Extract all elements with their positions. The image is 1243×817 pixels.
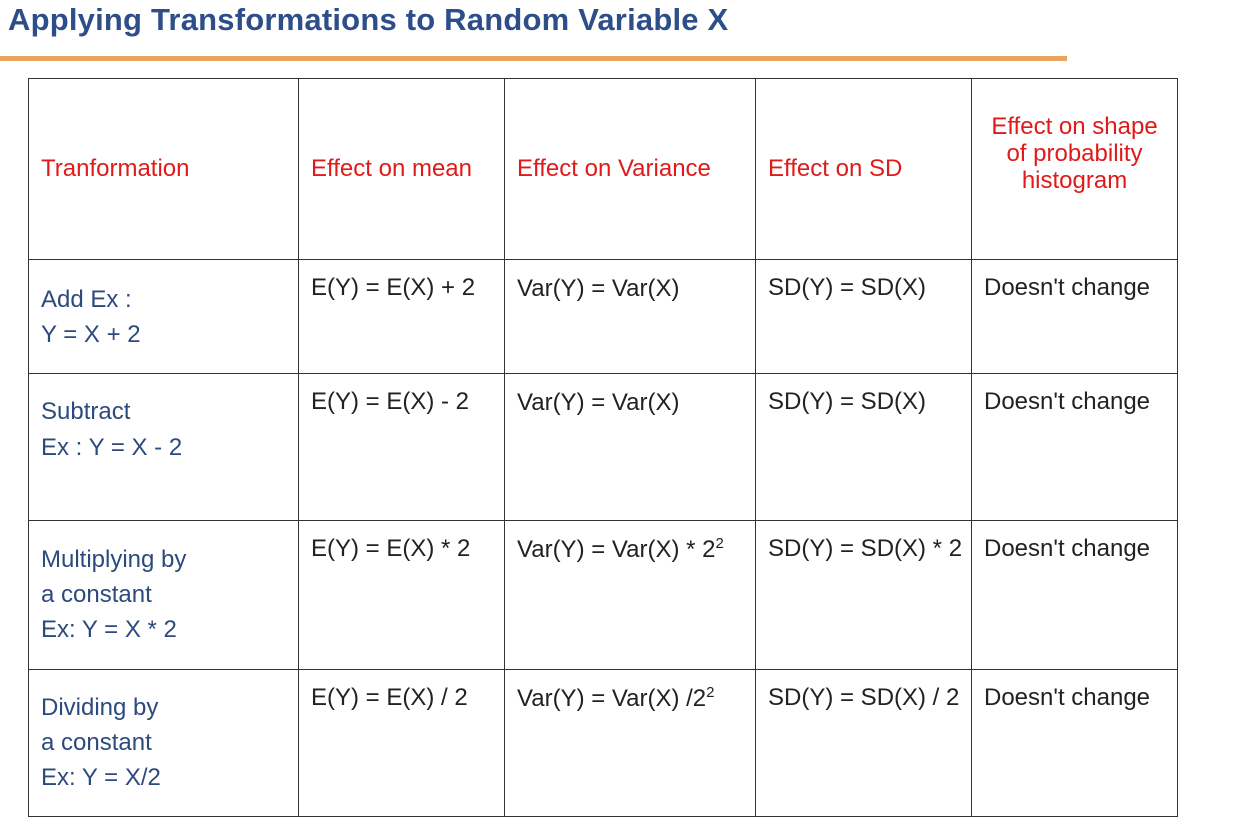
transformation-cell: Dividing by a constant Ex: Y = X/2 [28, 669, 299, 817]
transformation-cell: Add Ex : Y = X + 2 [28, 259, 299, 374]
transformation-label-line2: a constant [41, 729, 152, 756]
variance-cell: Var(Y) = Var(X) /22 [504, 669, 756, 817]
transformation-example: Ex: Y = X * 2 [41, 616, 177, 643]
transformation-label: Dividing by [41, 694, 159, 721]
variance-text: Var(Y) = Var(X) /2 [517, 685, 707, 712]
sd-cell: SD(Y) = SD(X) [755, 259, 972, 374]
transformation-example: Ex : Y = X - 2 [41, 434, 183, 461]
mean-cell: E(Y) = E(X) + 2 [298, 259, 505, 374]
variance-text: Var(Y) = Var(X) * 2 [517, 536, 716, 563]
header-shape: Effect on shape of probability histogram [971, 78, 1178, 260]
transformation-example: Ex: Y = X/2 [41, 764, 161, 791]
transformation-cell: Multiplying by a constant Ex: Y = X * 2 [28, 520, 299, 670]
title-underline [0, 56, 1067, 61]
sd-cell: SD(Y) = SD(X) [755, 373, 972, 521]
variance-exponent: 2 [706, 684, 715, 701]
table-row: Subtract Ex : Y = X - 2 E(Y) = E(X) - 2 … [28, 373, 1178, 521]
mean-cell: E(Y) = E(X) / 2 [298, 669, 505, 817]
variance-cell: Var(Y) = Var(X) [504, 259, 756, 374]
shape-cell: Doesn't change [971, 669, 1178, 817]
shape-cell: Doesn't change [971, 520, 1178, 670]
transformation-example: Y = X + 2 [41, 321, 141, 348]
transformation-cell: Subtract Ex : Y = X - 2 [28, 373, 299, 521]
variance-text: Var(Y) = Var(X) [517, 275, 680, 302]
table-row: Multiplying by a constant Ex: Y = X * 2 … [28, 520, 1178, 670]
transformations-table: Tranformation Effect on mean Effect on V… [28, 78, 1178, 817]
variance-text: Var(Y) = Var(X) [517, 389, 680, 416]
transformation-label: Subtract [41, 398, 131, 425]
table-row: Dividing by a constant Ex: Y = X/2 E(Y) … [28, 669, 1178, 817]
variance-cell: Var(Y) = Var(X) [504, 373, 756, 521]
shape-cell: Doesn't change [971, 259, 1178, 374]
transformation-label-line2: a constant [41, 581, 152, 608]
header-row: Tranformation Effect on mean Effect on V… [28, 78, 1178, 260]
shape-cell: Doesn't change [971, 373, 1178, 521]
header-variance: Effect on Variance [504, 78, 756, 260]
sd-cell: SD(Y) = SD(X) * 2 [755, 520, 972, 670]
header-sd: Effect on SD [755, 78, 972, 260]
variance-cell: Var(Y) = Var(X) * 22 [504, 520, 756, 670]
transformation-label: Multiplying by [41, 546, 187, 573]
transformation-label: Add Ex : [41, 286, 132, 313]
header-mean: Effect on mean [298, 78, 505, 260]
mean-cell: E(Y) = E(X) - 2 [298, 373, 505, 521]
variance-exponent: 2 [715, 535, 724, 552]
table-row: Add Ex : Y = X + 2 E(Y) = E(X) + 2 Var(Y… [28, 259, 1178, 374]
header-transformation: Tranformation [28, 78, 299, 260]
slide-title: Applying Transformations to Random Varia… [8, 2, 729, 37]
sd-cell: SD(Y) = SD(X) / 2 [755, 669, 972, 817]
mean-cell: E(Y) = E(X) * 2 [298, 520, 505, 670]
